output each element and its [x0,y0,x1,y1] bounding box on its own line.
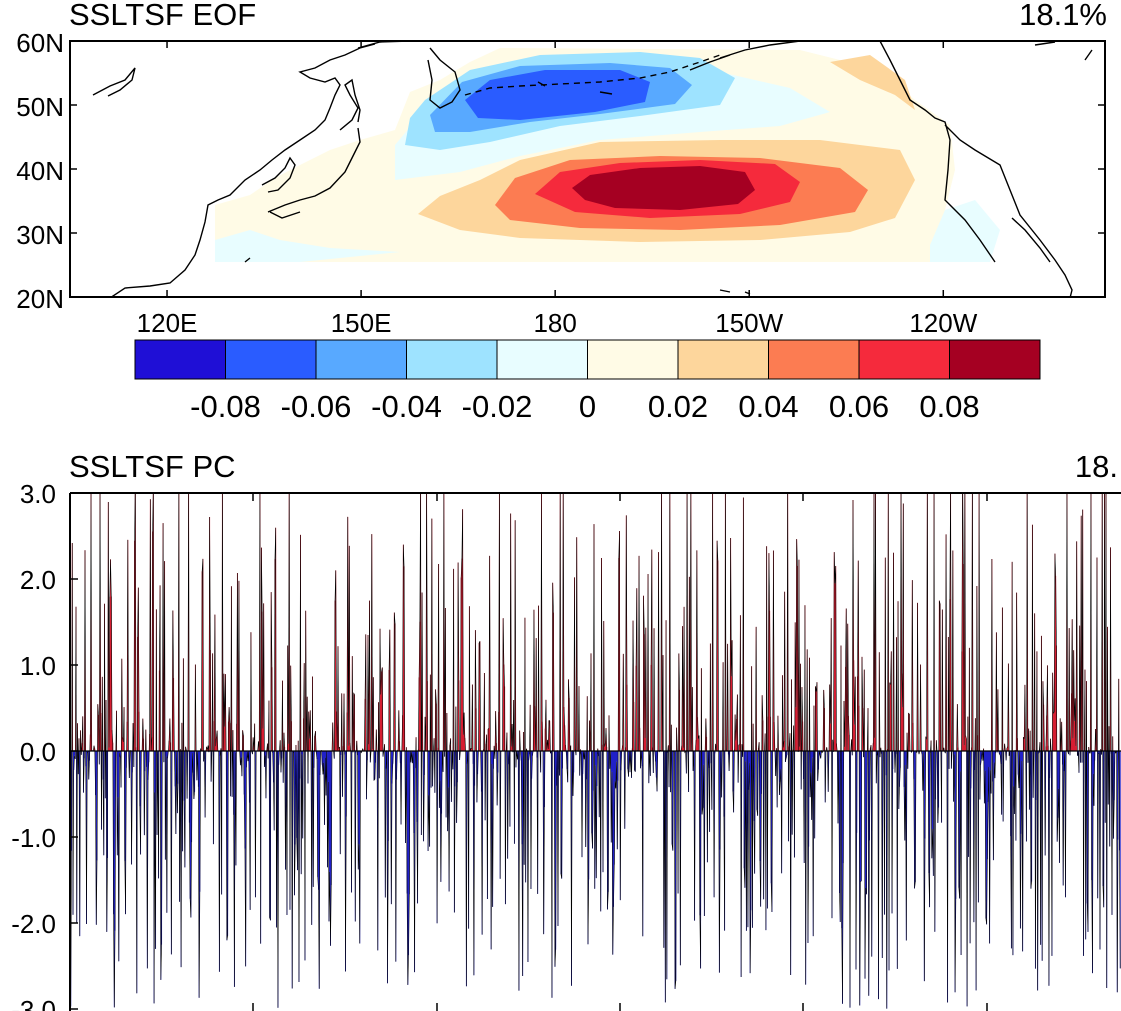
map-plot-area [70,41,1105,297]
colorbar-swatch [225,339,317,380]
colorbar-swatch [858,339,950,380]
colorbar-swatch [587,339,679,380]
map-x-tick-label: 180 [533,308,576,338]
coast-alaska [689,41,996,263]
contour-neg-006 [465,70,650,120]
colorbar-swatch [134,339,226,380]
pc-percent-label: 18. [1075,449,1118,484]
coast-korea [261,156,296,193]
colorbar-label: 0.02 [648,389,708,424]
map-y-tick-label: 30N [16,220,64,250]
pc-ticks [70,492,988,1011]
pc-y-tick-label: -1.0 [11,823,56,853]
colorbar-label: 0.06 [829,389,889,424]
coast-small-islands [244,81,751,295]
map-x-tick-label: 150E [331,308,392,338]
map-x-tick-label: 120E [137,308,198,338]
pc-series-line [70,493,1121,1009]
colorbar-swatch [677,339,769,380]
field-pale-cyan-southwest [215,230,400,262]
field-peach-northeast [830,55,915,110]
coast-aleutians [464,54,721,96]
pc-tick-labels: 3.0 2.0 1.0 0.0 -1.0 -2.0 -3.0 [11,479,56,1011]
pc-y-tick-label: 2.0 [20,565,56,595]
colorbar-swatch [949,339,1041,380]
colorbar-label: 0.08 [919,389,979,424]
coast-north-america-far [1034,41,1093,61]
pc-y-tick-label: -3.0 [11,995,56,1011]
map-ticks [70,40,1105,298]
colorbar-swatch [315,339,407,380]
map-percent-label: 18.1% [1019,0,1107,32]
colorbar-label: 0.04 [738,389,798,424]
colorbar-swatch [768,339,860,380]
pc-title: SSLTSF PC [69,449,236,484]
colorbar-label: -0.06 [281,389,352,424]
colorbar-swatch [496,339,588,380]
map-x-tick-label: 150W [715,308,783,338]
pc-y-tick-label: 1.0 [20,651,56,681]
pc-y-tick-label: -2.0 [11,909,56,939]
coast-north-america [944,124,1073,297]
colorbar [134,339,1041,380]
colorbar-label: -0.04 [371,389,442,424]
pc-bars [70,493,1121,1009]
colorbar-swatch [406,339,498,380]
map-y-tick-label: 60N [16,28,64,58]
map-tick-labels: 120E 150E 180 150W 120W 60N 50N 40N 30N 20N [16,28,977,338]
coastlines [92,41,1093,297]
colorbar-label: -0.02 [462,389,533,424]
contour-pos-010 [572,166,755,210]
map-y-tick-label: 50N [16,92,64,122]
pc-y-tick-label: 3.0 [20,479,56,509]
pc-y-tick-label: 0.0 [20,737,56,767]
colorbar-label: -0.08 [190,389,261,424]
map-title: SSLTSF EOF [69,0,256,32]
coast-japan [267,78,361,219]
colorbar-label: 0 [579,389,596,424]
map-y-tick-label: 40N [16,156,64,186]
map-y-tick-label: 20N [16,284,64,314]
field-pale-cyan-east [930,200,1000,262]
coast-asia-mainland [92,43,376,297]
colorbar-labels: -0.08 -0.06 -0.04 -0.02 0 0.02 0.04 0.06 0.08 [190,389,980,424]
map-x-tick-label: 120W [909,308,977,338]
